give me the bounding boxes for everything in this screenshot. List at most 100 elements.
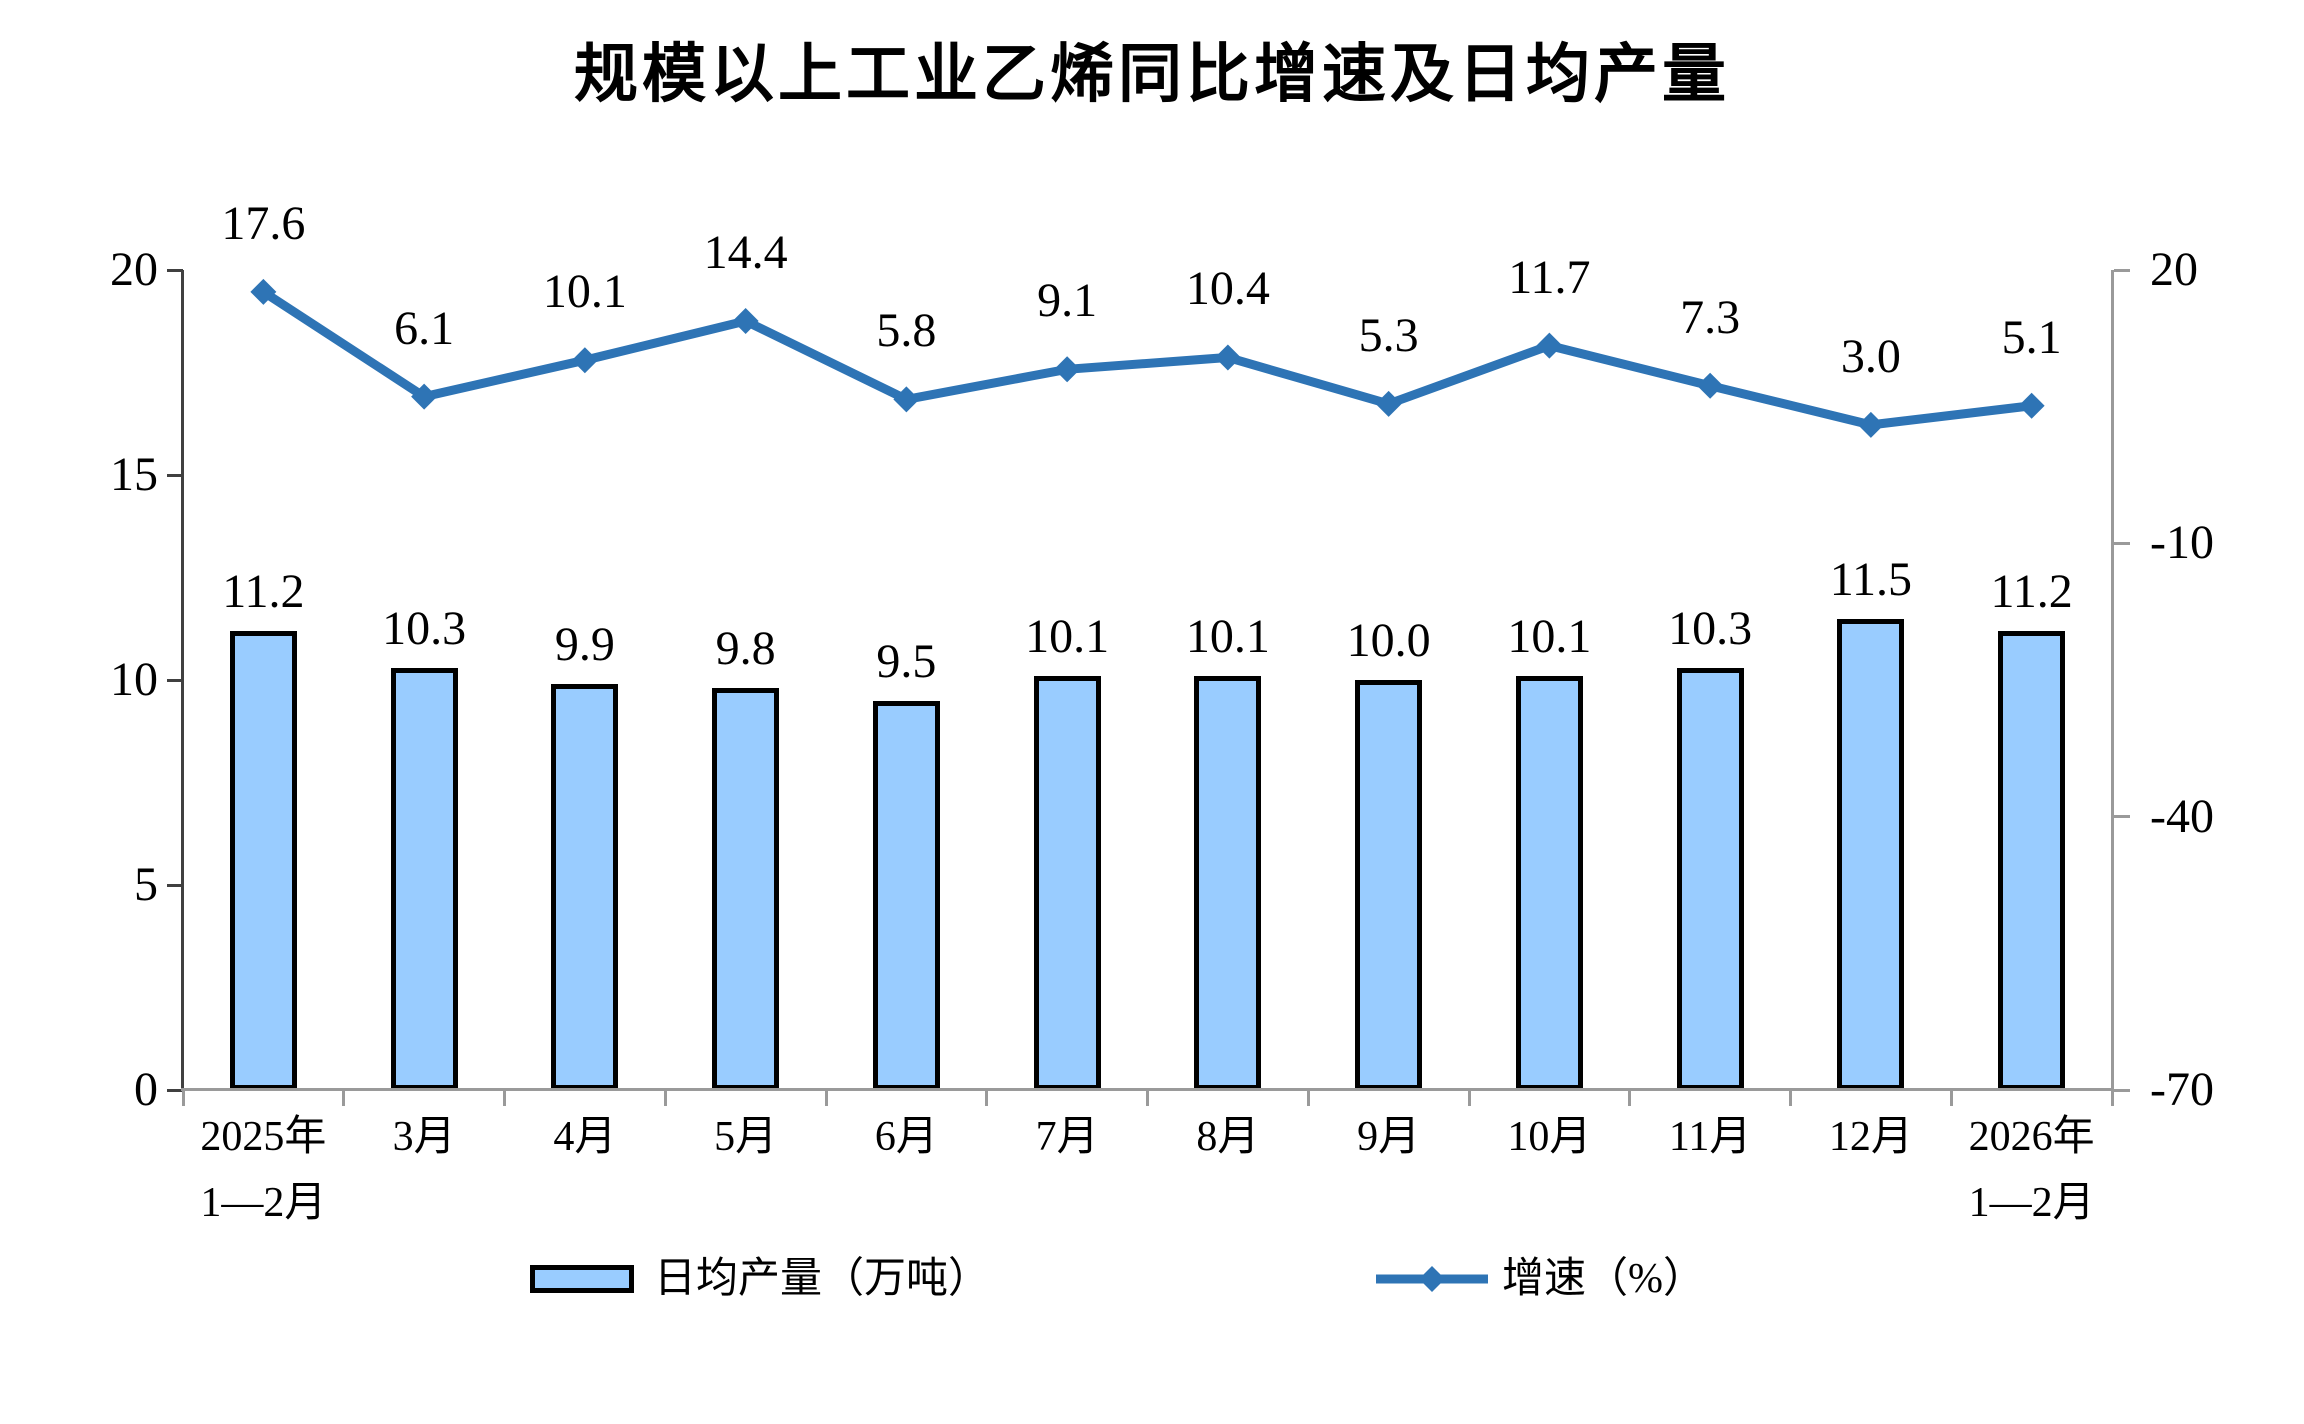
bar <box>551 684 619 1090</box>
x-category-label-line: 11月 <box>1668 1114 1752 1160</box>
legend-item-growth: 增速（%） <box>1372 1252 1705 1306</box>
right-axis-tick <box>2114 541 2130 545</box>
bar <box>1837 618 1905 1090</box>
bar <box>229 630 297 1090</box>
bar-series-swatch-icon <box>530 1265 634 1293</box>
line-point-diamond-icon <box>250 278 277 305</box>
bar-value-label: 10.3 <box>382 601 467 655</box>
line-point-diamond-icon <box>2018 392 2045 419</box>
x-axis-tick <box>1949 1090 1953 1106</box>
line-point-diamond-icon <box>1697 372 1724 399</box>
bar-value-label: 10.1 <box>1185 609 1270 663</box>
x-category-label-line: 10月 <box>1507 1114 1592 1160</box>
left-axis-tick <box>167 883 183 887</box>
left-axis-tick-label: 5 <box>134 858 158 911</box>
x-category-label-line: 12月 <box>1828 1114 1913 1160</box>
left-axis-tick-label: 0 <box>134 1063 158 1116</box>
line-value-label: 11.7 <box>1508 250 1591 304</box>
bar-value-label: 9.5 <box>876 634 937 688</box>
x-category-label-line: 1—2月 <box>200 1180 327 1226</box>
x-category-label: 10月 <box>1389 1104 1709 1170</box>
line-point-diamond-icon <box>571 347 598 374</box>
line-value-label: 5.8 <box>876 304 937 358</box>
x-axis-tick <box>1789 1090 1792 1106</box>
growth-line-series <box>250 278 2045 438</box>
x-category-label: 7月 <box>907 1104 1227 1170</box>
x-category-label: 6月 <box>746 1104 1066 1170</box>
x-category-label: 9月 <box>1229 1104 1549 1170</box>
left-axis-tick-label: 15 <box>110 448 158 501</box>
bar <box>712 688 780 1090</box>
x-category-label: 5月 <box>586 1104 906 1170</box>
x-category-label-line: 8月 <box>1196 1114 1260 1160</box>
right-axis-tick-label: -10 <box>2150 516 2214 570</box>
right-axis-tick <box>2114 815 2130 819</box>
left-axis-tick-label: 20 <box>110 243 158 296</box>
line-point-diamond-icon <box>1536 332 1563 359</box>
right-axis-tick-label: -70 <box>2150 1063 2214 1116</box>
right-axis-tick-label: 20 <box>2150 243 2198 296</box>
legend-item-production: 日均产量（万吨） <box>530 1252 990 1306</box>
right-axis-tick-label: -40 <box>2150 789 2214 843</box>
line-point-diamond-icon <box>1857 411 1884 438</box>
x-category-label-line: 9月 <box>1357 1114 1421 1160</box>
x-axis-tick <box>1467 1090 1471 1106</box>
bar-value-label: 10.1 <box>1025 609 1110 663</box>
growth-line-path <box>260 288 2033 430</box>
bar-value-label: 11.5 <box>1829 552 1912 606</box>
line-value-label: 17.6 <box>221 196 306 250</box>
line-value-label: 10.4 <box>1185 262 1270 316</box>
x-category-label: 3月 <box>264 1104 584 1170</box>
line-value-label: 14.4 <box>703 226 788 280</box>
line-series-marker-icon <box>1376 1266 1488 1292</box>
line-value-label: 3.0 <box>1840 329 1901 383</box>
x-category-label: 2026年 1—2月 <box>1872 1104 2192 1236</box>
x-category-label-line: 4月 <box>553 1114 617 1160</box>
x-axis-line <box>181 1088 2114 1091</box>
line-point-diamond-icon <box>732 308 759 335</box>
x-category-label-line: 2025年 <box>200 1114 327 1160</box>
bar <box>1033 675 1101 1090</box>
x-axis-tick <box>985 1090 989 1106</box>
x-axis-tick <box>342 1090 346 1106</box>
x-axis-tick <box>1306 1090 1310 1106</box>
x-category-label: 4月 <box>425 1104 745 1170</box>
x-category-label: 12月 <box>1711 1104 2031 1170</box>
line-value-label: 5.1 <box>2001 310 2062 364</box>
x-axis-tick <box>824 1090 828 1106</box>
x-category-label-line: 7月 <box>1035 1114 1099 1160</box>
left-axis-tick-label: 10 <box>110 653 158 706</box>
right-axis-line <box>2111 270 2114 1091</box>
bar <box>872 700 940 1090</box>
x-category-label-line: 1—2月 <box>1968 1180 2095 1226</box>
left-axis-tick <box>167 268 183 272</box>
bar-value-label: 9.9 <box>554 618 615 672</box>
x-axis-tick <box>181 1090 185 1106</box>
line-value-label: 10.1 <box>542 265 627 319</box>
left-axis-tick <box>167 678 183 682</box>
bar <box>1194 675 1262 1090</box>
line-value-label: 5.3 <box>1358 308 1419 362</box>
line-value-label: 7.3 <box>1680 290 1741 344</box>
bar-value-label: 10.1 <box>1507 609 1592 663</box>
x-axis-tick <box>1628 1090 1632 1106</box>
x-category-label: 11月 <box>1550 1104 1870 1170</box>
x-category-label: 8月 <box>1068 1104 1388 1170</box>
left-axis-line <box>181 270 184 1091</box>
x-axis-tick <box>2110 1090 2114 1106</box>
line-point-diamond-icon <box>1375 390 1402 417</box>
legend-label-growth: 增速（%） <box>1502 1256 1705 1302</box>
legend-label-production: 日均产量（万吨） <box>654 1256 991 1302</box>
right-axis-tick <box>2114 268 2130 272</box>
x-category-label: 2025年 1—2月 <box>103 1104 423 1236</box>
bar-value-label: 11.2 <box>1990 564 2073 618</box>
chart-title: 规模以上工业乙烯同比增速及日均产量 <box>574 38 1730 110</box>
bar-value-label: 9.8 <box>715 622 776 676</box>
x-axis-tick <box>663 1090 667 1106</box>
bar <box>390 667 458 1090</box>
line-point-diamond-icon <box>1214 344 1241 371</box>
x-axis-tick <box>503 1090 506 1106</box>
x-category-label-line: 5月 <box>714 1114 778 1160</box>
line-value-label: 9.1 <box>1037 274 1098 328</box>
